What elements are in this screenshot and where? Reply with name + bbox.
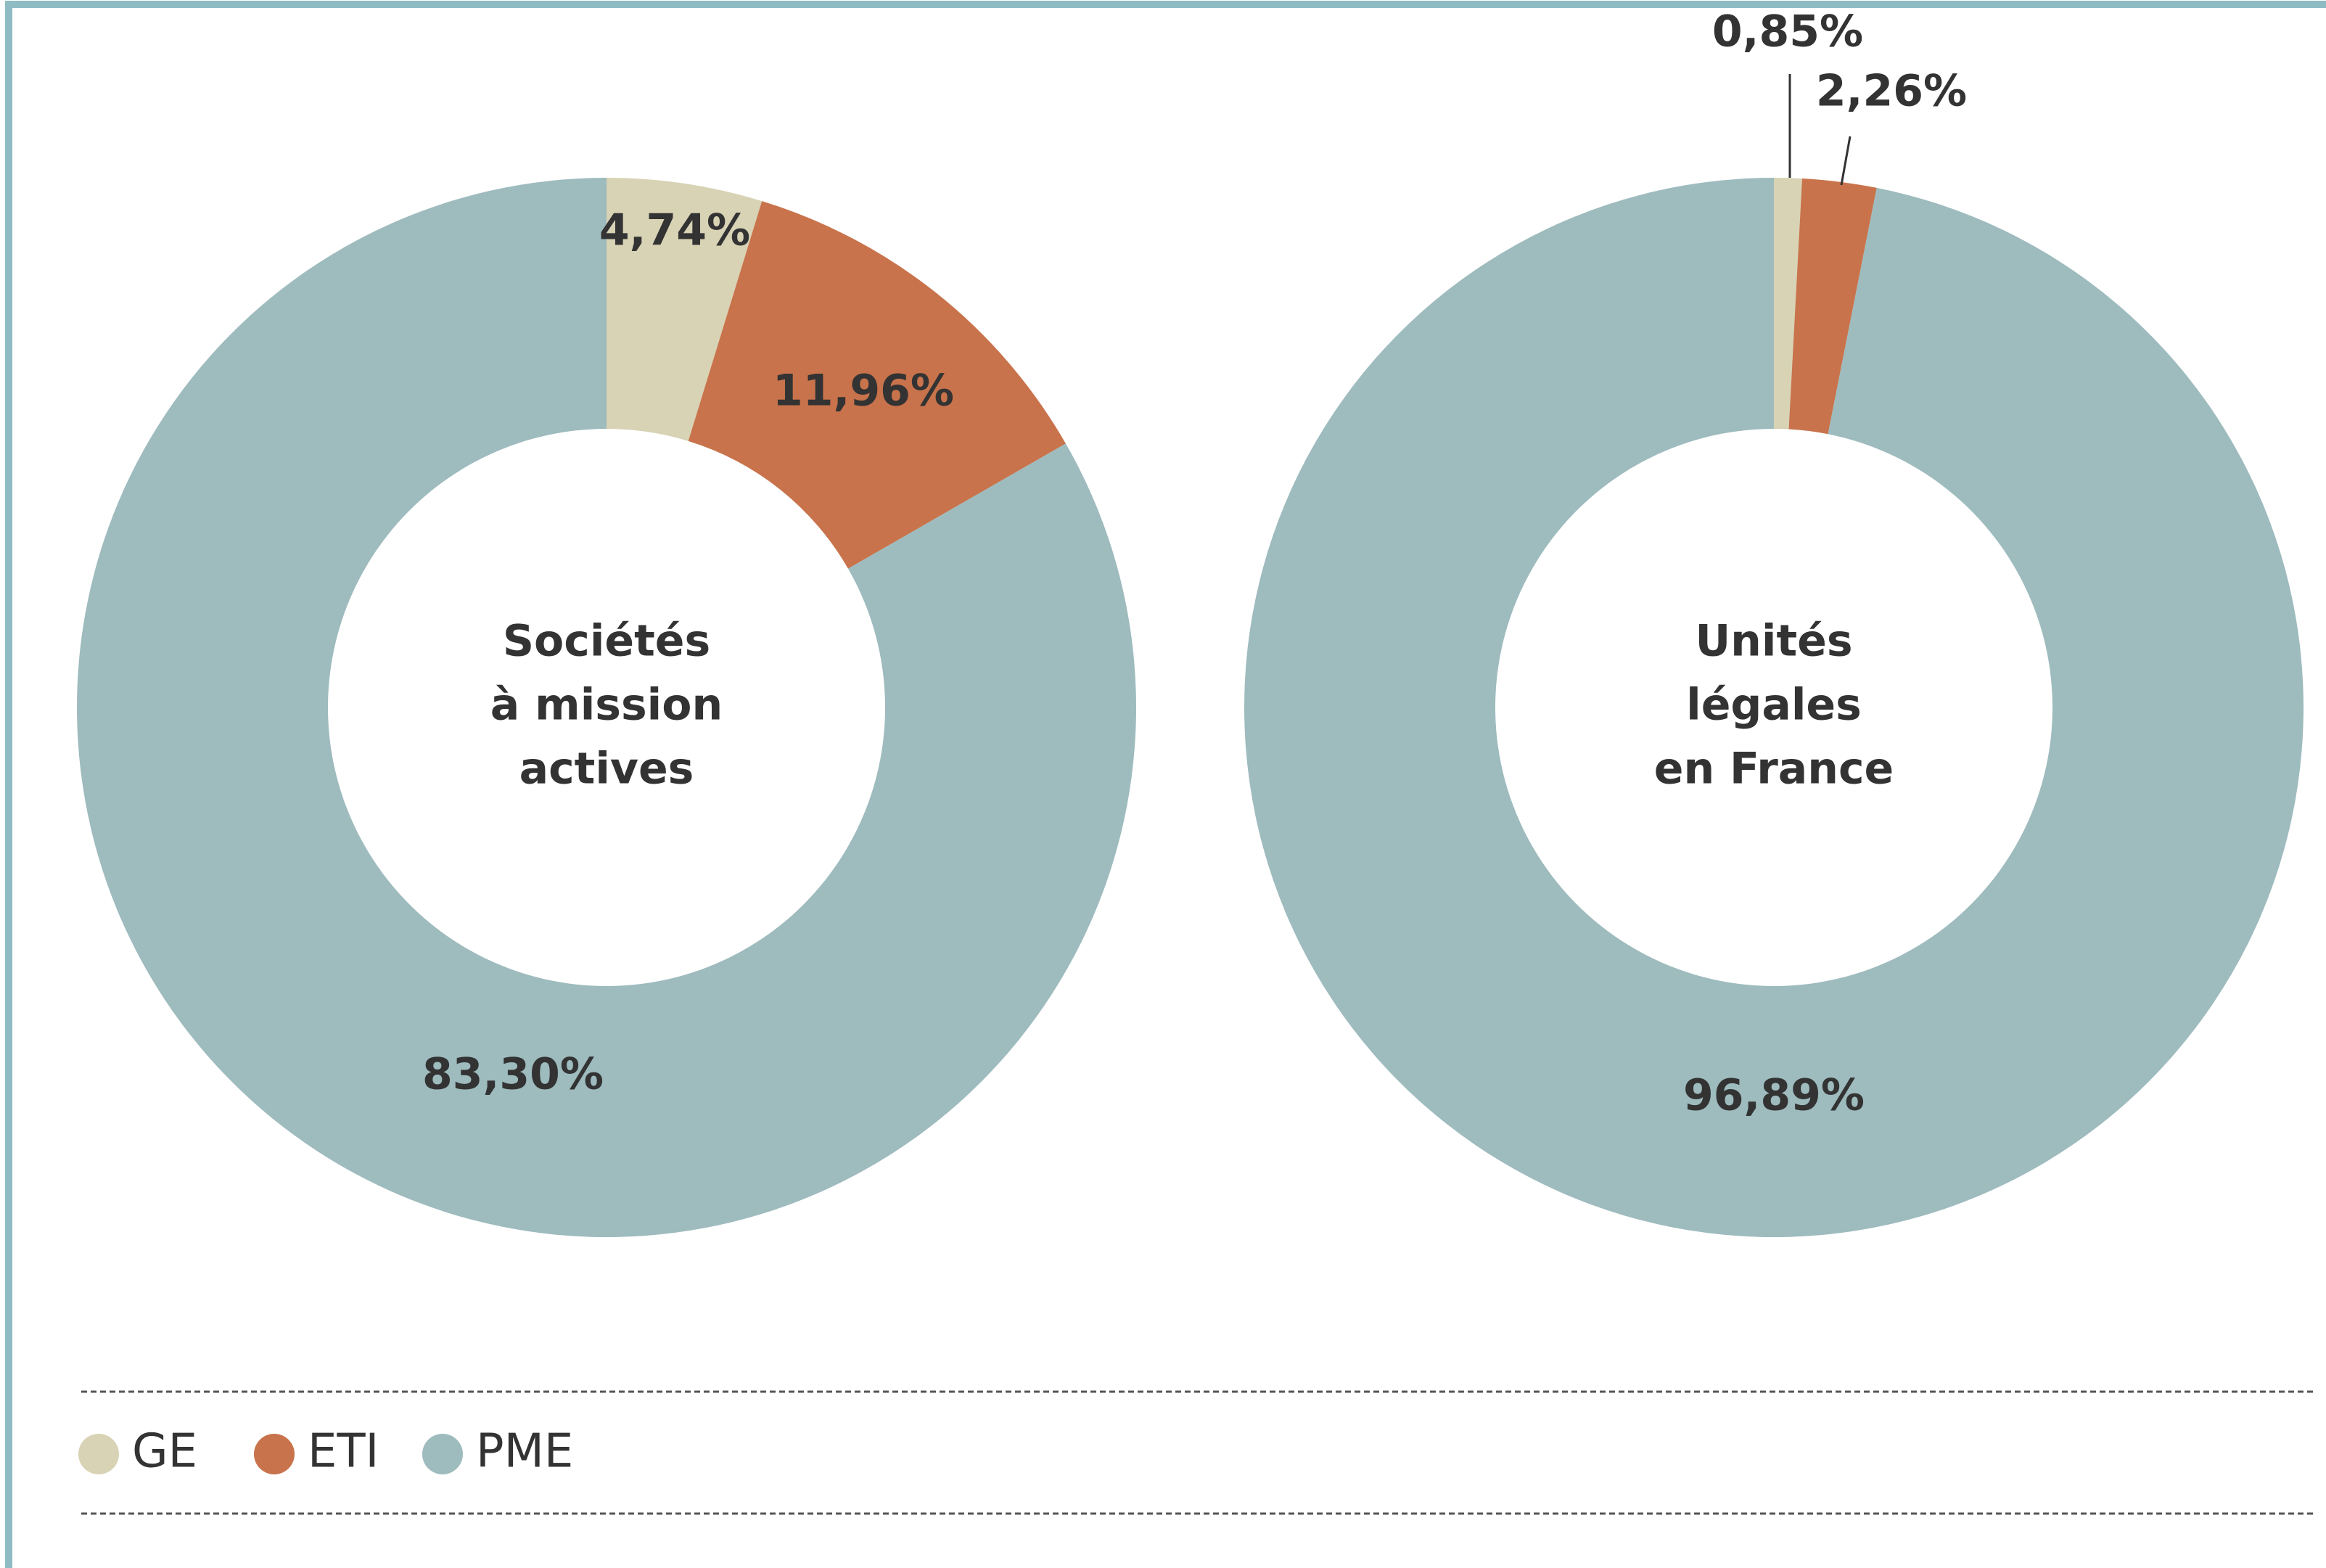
center-label: à mission — [490, 680, 723, 731]
data-label: 11,96% — [773, 366, 954, 416]
data-label: 4,74% — [599, 205, 750, 256]
legend-label: PME — [476, 1425, 573, 1479]
data-label: 0,85% — [1712, 7, 1863, 57]
center-label: Sociétés — [503, 616, 710, 667]
data-label: 2,26% — [1816, 66, 1967, 117]
legend-swatch — [254, 1434, 295, 1474]
legend-swatch — [422, 1434, 463, 1474]
donut-slice — [607, 178, 763, 441]
donut-slice — [1788, 178, 1877, 435]
legend-label: ETI — [308, 1425, 379, 1479]
donut-slice — [688, 201, 1066, 569]
legend-swatch — [78, 1434, 119, 1474]
center-label: actives — [519, 744, 694, 795]
data-label: 83,30% — [422, 1049, 604, 1100]
donut-slice — [77, 178, 1137, 1237]
donut-slice — [1774, 178, 1802, 430]
donut-slice — [1244, 178, 2304, 1237]
legend-label: GE — [132, 1425, 197, 1479]
center-label: Unités — [1695, 616, 1852, 667]
leader-line — [1840, 136, 1852, 186]
center-label: en France — [1654, 744, 1894, 795]
data-label: 96,89% — [1683, 1070, 1865, 1121]
center-label: légales — [1686, 680, 1862, 731]
